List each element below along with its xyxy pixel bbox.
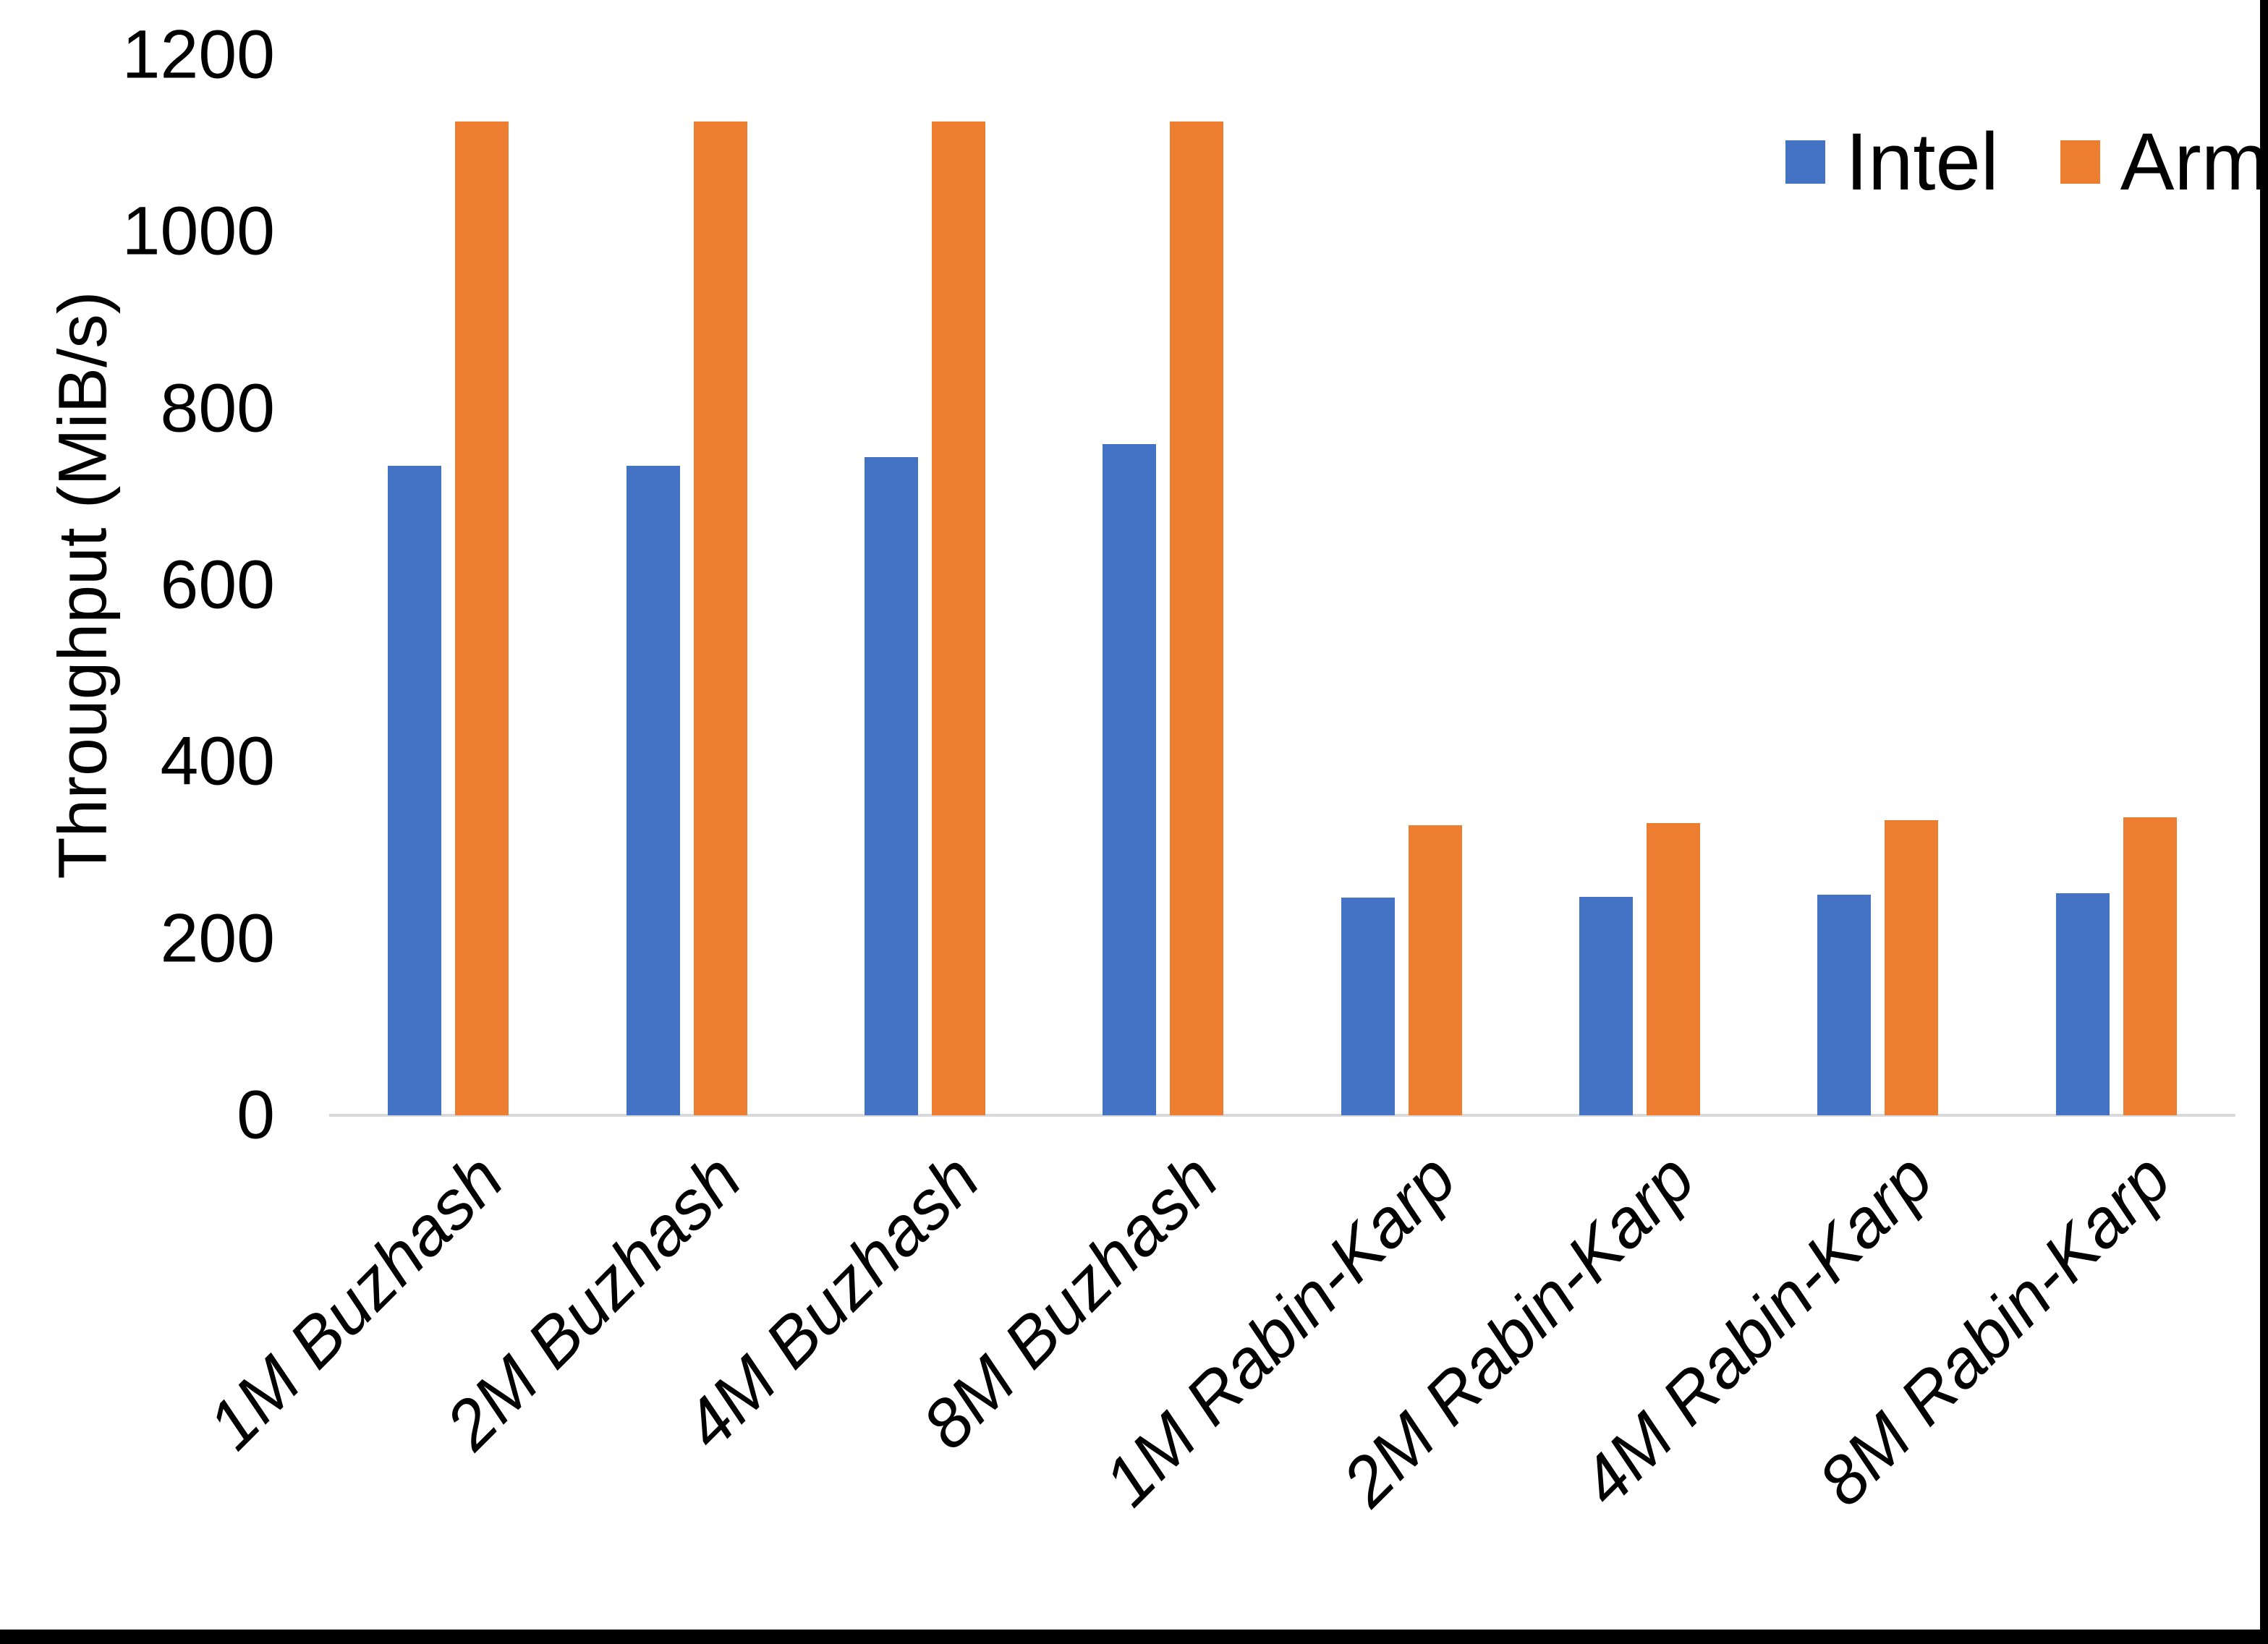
screenshot-right-border	[2260, 0, 2268, 1644]
y-tick-label-1000: 1000	[122, 192, 275, 270]
bar-arm-8m-rabin-karp	[2123, 817, 2177, 1115]
bar-intel-8m-rabin-karp	[2056, 893, 2110, 1115]
bar-intel-4m-rabin-karp	[1817, 895, 1871, 1115]
y-tick-label-200: 200	[160, 900, 275, 977]
y-tick-label-1200: 1200	[122, 16, 275, 93]
bar-intel-1m-buzhash	[388, 466, 441, 1115]
bar-arm-8m-buzhash	[1170, 122, 1223, 1115]
bar-intel-2m-buzhash	[627, 466, 680, 1115]
y-tick-label-600: 600	[160, 546, 275, 623]
plot-area	[329, 55, 2235, 1117]
bar-arm-1m-rabin-karp	[1409, 825, 1462, 1115]
arm-series-swatch	[2060, 140, 2100, 184]
bar-intel-1m-rabin-karp	[1341, 898, 1395, 1115]
bar-arm-2m-buzhash	[694, 122, 747, 1115]
screenshot-bottom-border	[0, 1630, 2268, 1644]
intel-series-swatch	[1785, 140, 1825, 184]
bar-intel-4m-buzhash	[865, 457, 918, 1115]
bar-intel-2m-rabin-karp	[1579, 897, 1633, 1115]
legend-item-arm: Arm	[2060, 122, 2268, 203]
legend: Intel Arm	[1785, 122, 2268, 203]
y-tick-label-800: 800	[160, 370, 275, 447]
y-tick-label-400: 400	[160, 723, 275, 800]
bar-arm-2m-rabin-karp	[1647, 823, 1700, 1115]
bar-intel-8m-buzhash	[1103, 444, 1156, 1115]
legend-item-intel: Intel	[1785, 122, 1999, 203]
bar-arm-4m-rabin-karp	[1885, 820, 1938, 1115]
legend-label-intel: Intel	[1846, 116, 1999, 207]
bar-arm-1m-buzhash	[455, 122, 509, 1115]
legend-label-arm: Arm	[2120, 116, 2268, 207]
bar-arm-4m-buzhash	[932, 122, 985, 1115]
x-axis-line	[329, 1114, 2235, 1117]
y-tick-label-0: 0	[237, 1076, 275, 1154]
